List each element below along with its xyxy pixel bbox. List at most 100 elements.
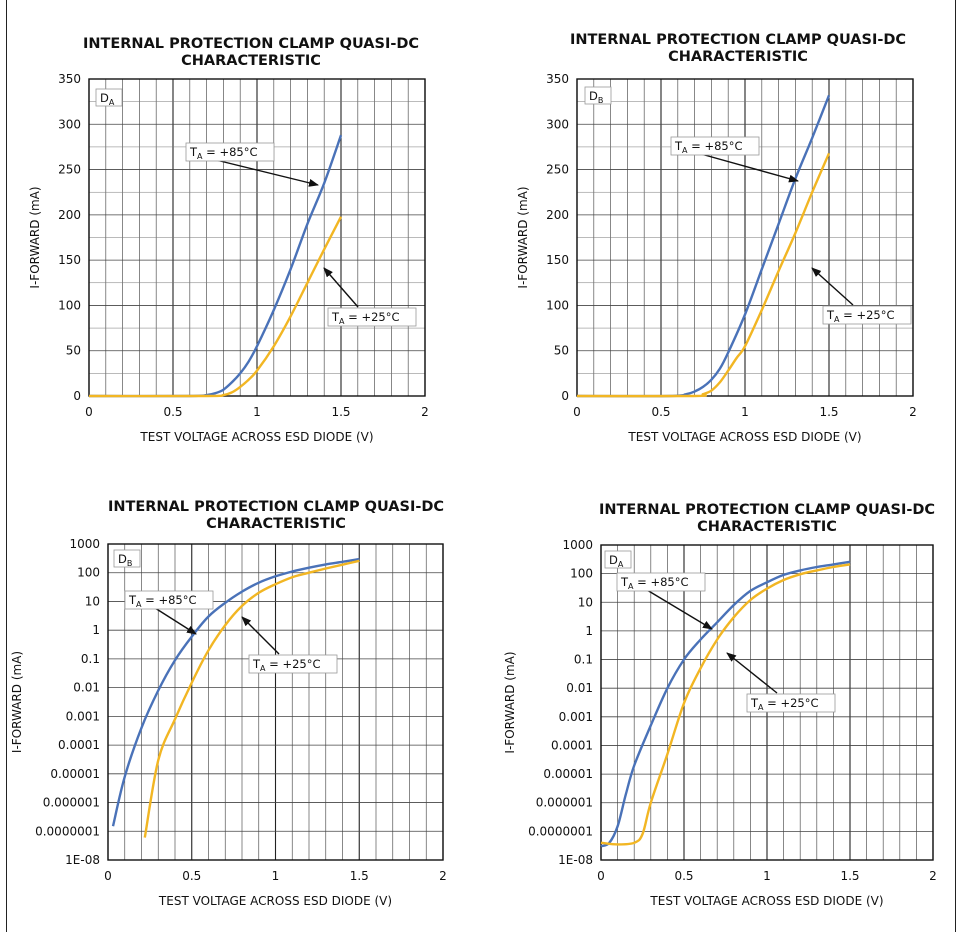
plot-area (600, 544, 934, 861)
annotation-box (670, 136, 760, 156)
y-tick-label: 0.0000001 (35, 824, 100, 838)
y-tick-label: 300 (546, 117, 569, 131)
y-tick-label: 200 (58, 208, 81, 222)
y-tick-label: 0.0001 (551, 738, 593, 752)
y-tick-label: 100 (58, 298, 81, 312)
y-tick-label: 0.01 (566, 681, 593, 695)
y-tick-label: 0.00001 (543, 767, 593, 781)
chart-title: INTERNAL PROTECTION CLAMP QUASI-DC CHARAC… (570, 32, 906, 65)
y-axis-label: I-FORWARD (mA) (10, 651, 24, 753)
chart-3: INTERNAL PROTECTION CLAMP QUASI-DC CHARAC… (10, 499, 447, 908)
series-line-1 (600, 560, 851, 848)
plot-area (576, 78, 914, 397)
x-tick-label: 2 (929, 869, 937, 883)
y-tick-label: 150 (58, 253, 81, 267)
annotation-label: TA = +25°C (331, 310, 400, 326)
corner-label: DB (589, 89, 603, 105)
annotation-arrow (215, 159, 319, 187)
y-tick-label: 50 (66, 344, 81, 358)
figure-frame (6, 0, 956, 932)
x-tick-label: 0 (104, 869, 112, 883)
chart-1: INTERNAL PROTECTION CLAMP QUASI-DC CHARAC… (28, 36, 429, 444)
annotation-arrow (646, 589, 713, 630)
y-axis-label: I-FORWARD (mA) (516, 186, 530, 288)
annotation-box (616, 572, 706, 592)
annotation-box (124, 590, 214, 610)
series-line-1 (88, 134, 343, 398)
y-tick-label: 0 (73, 389, 81, 403)
y-tick-label: 0.1 (574, 653, 593, 667)
x-axis-label: TEST VOLTAGE ACROSS ESD DIODE (V) (627, 430, 861, 444)
y-tick-label: 0.01 (73, 681, 100, 695)
y-tick-label: 0.1 (81, 652, 100, 666)
y-tick-label: 10 (578, 595, 593, 609)
y-axis-label: I-FORWARD (mA) (503, 651, 517, 753)
series-line-2 (88, 216, 343, 398)
x-axis-label: TEST VOLTAGE ACROSS ESD DIODE (V) (158, 894, 392, 908)
annotation-box (185, 142, 275, 162)
y-tick-label: 1000 (562, 538, 593, 552)
chart-2: INTERNAL PROTECTION CLAMP QUASI-DC CHARAC… (516, 32, 917, 444)
annotation-arrow (811, 267, 854, 306)
annotation-label: TA = +85°C (620, 575, 689, 591)
corner-label-box (113, 549, 141, 568)
x-tick-label: 2 (421, 405, 429, 419)
y-tick-label: 350 (546, 72, 569, 86)
annotation-arrow (700, 153, 799, 183)
annotation-box (327, 307, 417, 327)
y-tick-label: 0.000001 (536, 796, 593, 810)
x-tick-label: 1 (272, 869, 280, 883)
y-tick-label: 1E-08 (558, 853, 593, 867)
x-tick-label: 1 (741, 405, 749, 419)
plot-area (88, 78, 426, 397)
annotation-arrow (241, 616, 280, 655)
x-tick-label: 0.5 (163, 405, 182, 419)
x-tick-label: 1.5 (840, 869, 859, 883)
annotation-label: TA = +85°C (128, 593, 197, 609)
y-tick-label: 0.0000001 (528, 824, 593, 838)
y-tick-label: 250 (546, 163, 569, 177)
y-tick-label: 0 (561, 389, 569, 403)
y-axis-label: I-FORWARD (mA) (28, 186, 42, 288)
y-tick-label: 0.001 (66, 709, 100, 723)
y-tick-label: 100 (77, 566, 100, 580)
annotation-arrow (726, 652, 778, 694)
corner-label: DA (609, 553, 624, 569)
chart-title: INTERNAL PROTECTION CLAMP QUASI-DC CHARAC… (83, 36, 419, 69)
y-tick-label: 0.0001 (58, 738, 100, 752)
annotation-label: TA = +25°C (750, 696, 819, 712)
x-tick-label: 1.5 (819, 405, 838, 419)
chart-4: INTERNAL PROTECTION CLAMP QUASI-DC CHARAC… (503, 502, 937, 908)
x-tick-label: 2 (439, 869, 447, 883)
x-tick-label: 0.5 (651, 405, 670, 419)
annotation-box (746, 693, 836, 713)
y-tick-label: 200 (546, 208, 569, 222)
corner-label-box (584, 86, 612, 105)
annotation-label: TA = +85°C (189, 145, 258, 161)
corner-label-box (95, 88, 123, 107)
y-tick-label: 1 (92, 623, 100, 637)
annotation-arrow (323, 267, 359, 308)
annotation-label: TA = +25°C (826, 308, 895, 324)
x-tick-label: 1 (253, 405, 261, 419)
x-tick-label: 1.5 (350, 869, 369, 883)
plot-area (107, 543, 444, 861)
annotation-box (248, 654, 338, 674)
y-tick-label: 1E-08 (65, 853, 100, 867)
series-line-2 (576, 152, 831, 398)
y-tick-label: 0.00001 (50, 767, 100, 781)
y-tick-label: 0.000001 (43, 796, 100, 810)
y-tick-label: 100 (546, 298, 569, 312)
series-line-2 (143, 559, 360, 838)
y-tick-label: 1000 (69, 537, 100, 551)
y-tick-label: 250 (58, 163, 81, 177)
y-tick-label: 10 (85, 594, 100, 608)
x-tick-label: 0.5 (674, 869, 693, 883)
x-tick-label: 1 (763, 869, 771, 883)
x-tick-label: 0 (573, 405, 581, 419)
y-tick-label: 0.001 (559, 710, 593, 724)
x-axis-label: TEST VOLTAGE ACROSS ESD DIODE (V) (139, 430, 373, 444)
x-tick-label: 0 (85, 405, 93, 419)
corner-label: DA (100, 91, 115, 107)
